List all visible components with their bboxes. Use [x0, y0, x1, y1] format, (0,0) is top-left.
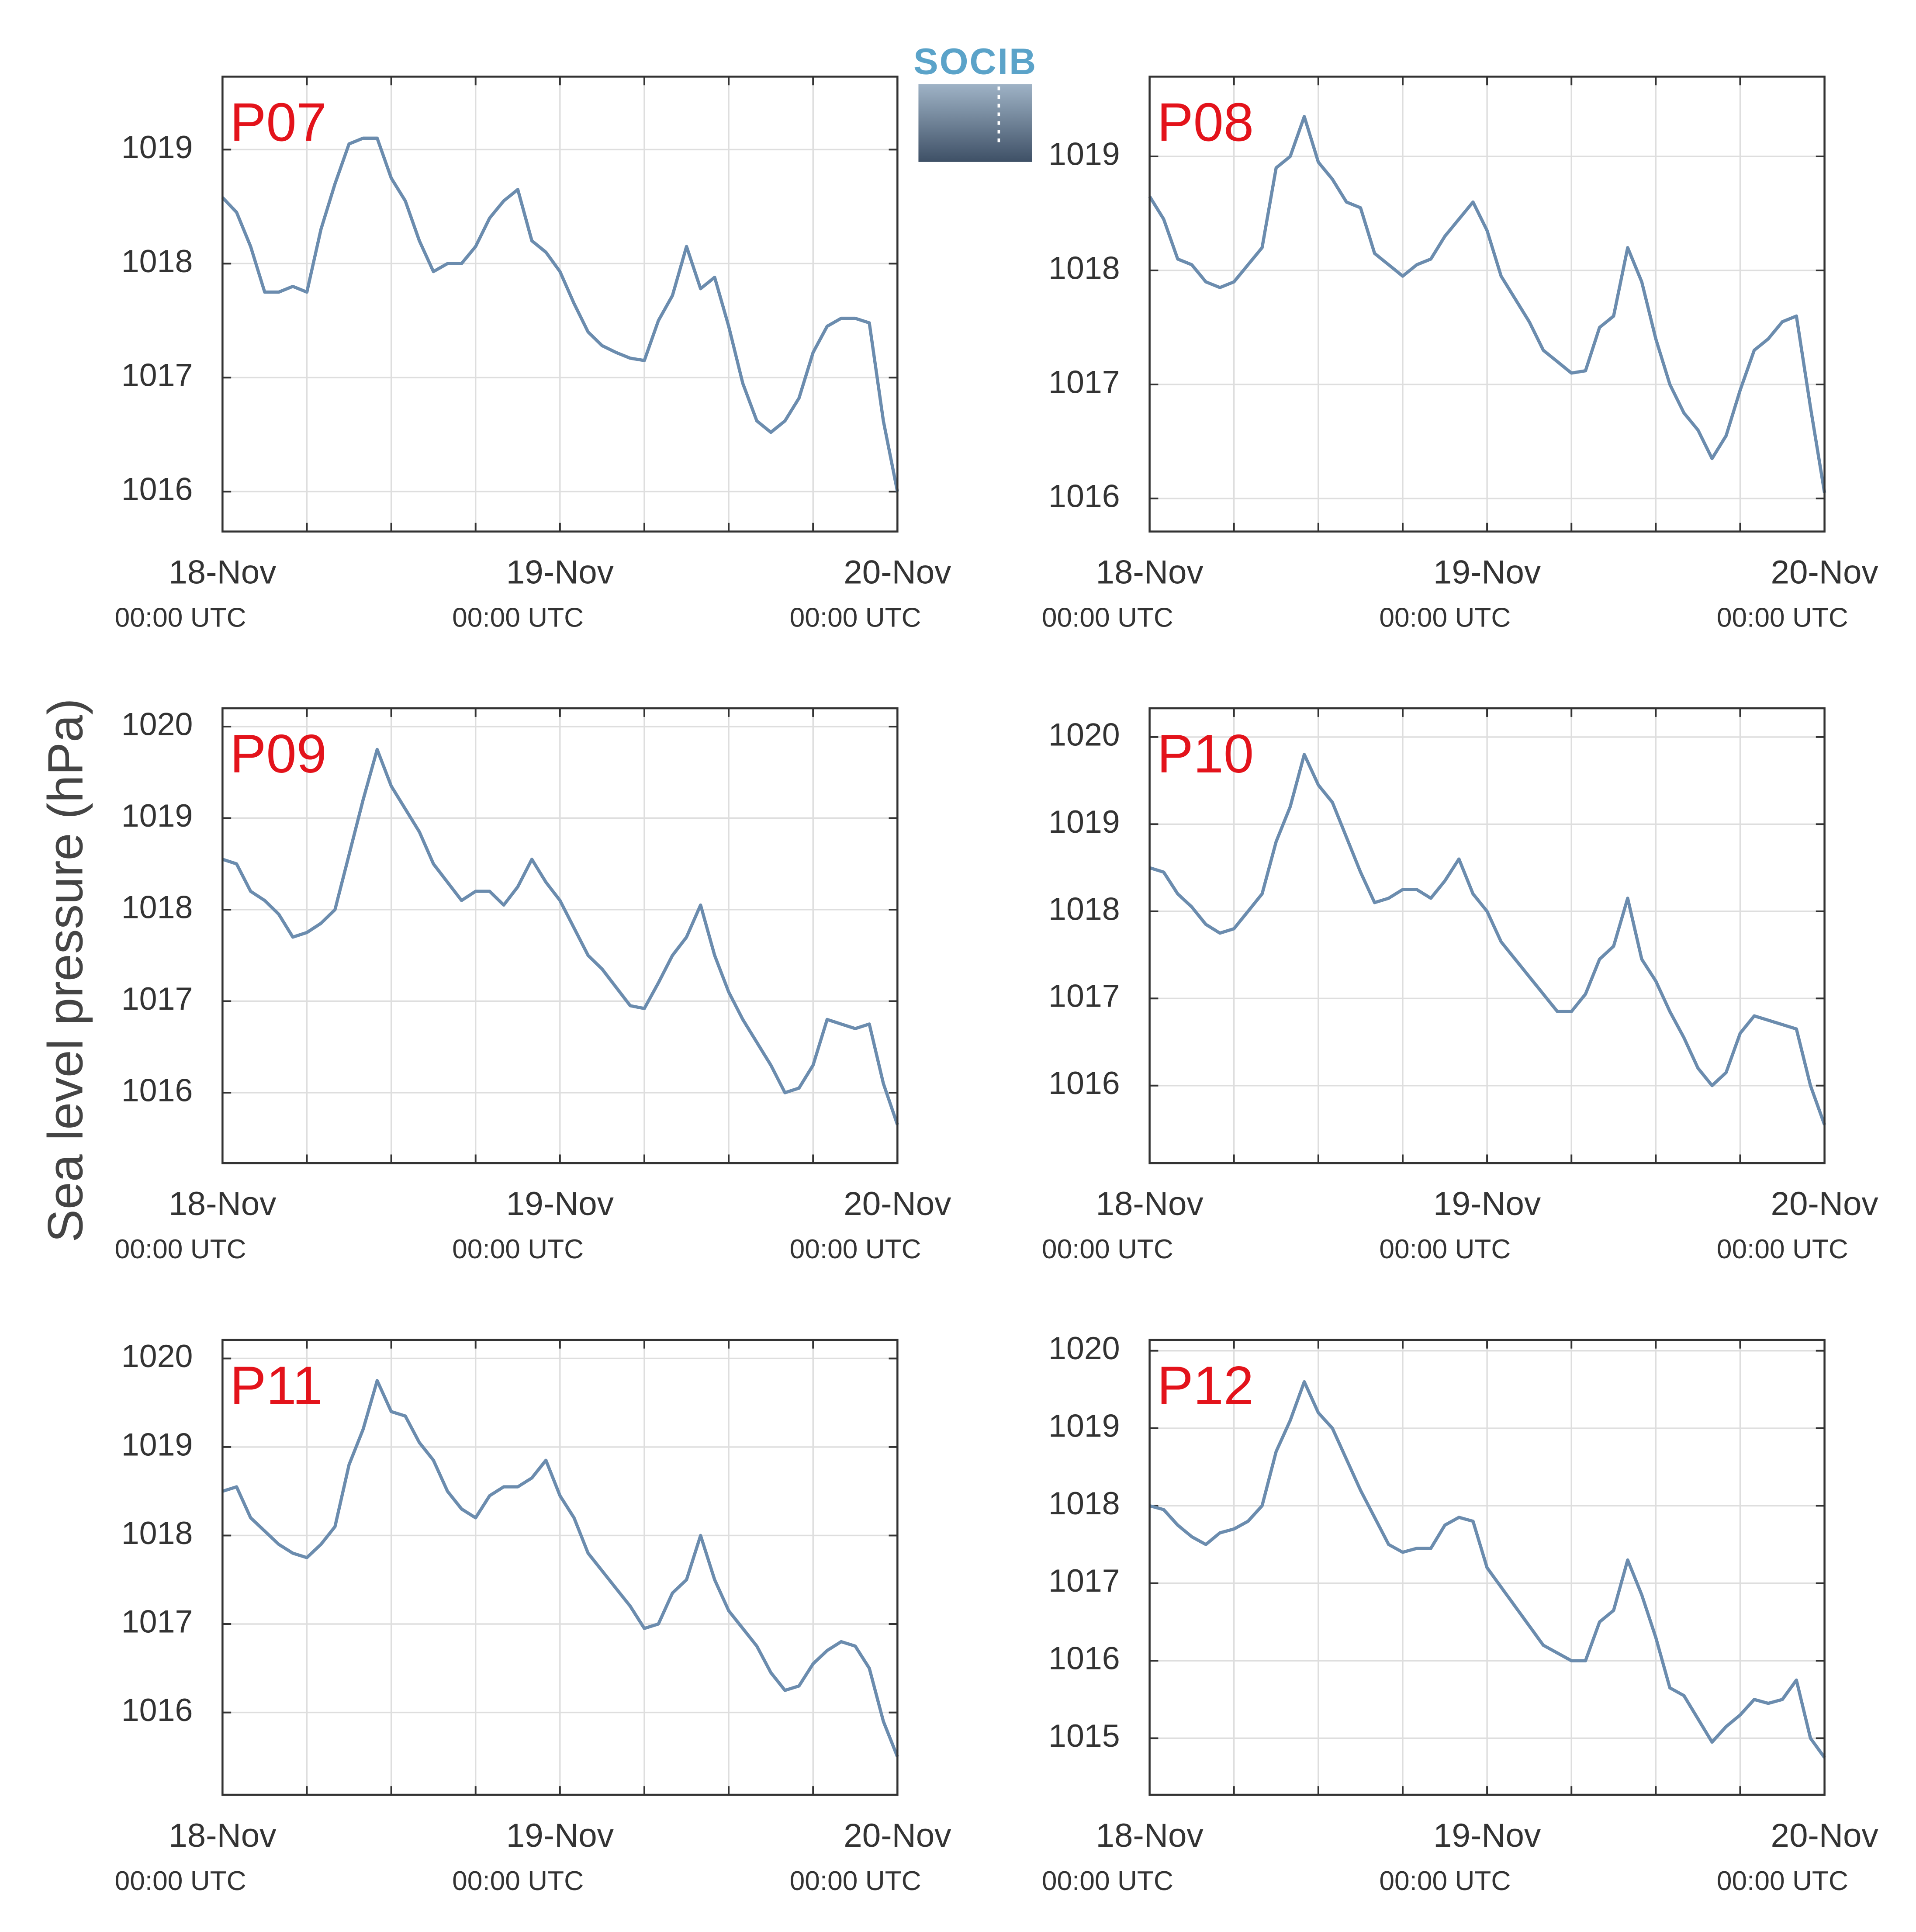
- y-tick-label: 1016: [1048, 478, 1120, 514]
- y-tick-label: 1016: [1048, 1065, 1120, 1101]
- series-line: [1149, 1380, 1826, 1759]
- x-tick-label: 19-Nov: [1433, 1185, 1541, 1222]
- panel-title: P09: [230, 724, 327, 784]
- y-tick-label: 1020: [1048, 716, 1120, 752]
- y-tick-label: 1019: [121, 129, 193, 165]
- y-tick-label: 1020: [1048, 1330, 1120, 1366]
- y-tick-label: 1020: [121, 706, 193, 742]
- x-tick-label: 20-Nov: [1771, 1185, 1878, 1222]
- x-tick-label: 20-Nov: [844, 554, 951, 591]
- x-tick-sublabel: 00:00 UTC: [115, 1234, 246, 1264]
- y-tick-label: 1016: [121, 1692, 193, 1728]
- y-tick-label: 1017: [1048, 978, 1120, 1014]
- y-tick-label: 1018: [1048, 890, 1120, 927]
- y-tick-label: 1019: [1048, 803, 1120, 840]
- x-tick-label: 19-Nov: [506, 1185, 614, 1222]
- x-tick-label: 20-Nov: [1771, 554, 1878, 591]
- plot-frame: [1148, 76, 1826, 533]
- series-line: [222, 1379, 899, 1758]
- x-tick-sublabel: 00:00 UTC: [1717, 1866, 1848, 1896]
- x-tick-sublabel: 00:00 UTC: [790, 602, 921, 633]
- x-tick-sublabel: 00:00 UTC: [1379, 602, 1511, 633]
- x-tick-label: 19-Nov: [1433, 554, 1541, 591]
- y-tick-label: 1020: [121, 1338, 193, 1374]
- x-tick-label: 18-Nov: [1096, 554, 1203, 591]
- x-tick-sublabel: 00:00 UTC: [1042, 1234, 1173, 1264]
- x-tick-sublabel: 00:00 UTC: [1717, 1234, 1848, 1264]
- y-tick-label: 1019: [121, 1426, 193, 1462]
- series-line: [1149, 753, 1826, 1125]
- panel-title: P12: [1157, 1355, 1254, 1416]
- x-tick-sublabel: 00:00 UTC: [1379, 1234, 1511, 1264]
- y-tick-label: 1017: [1048, 1562, 1120, 1599]
- x-tick-label: 18-Nov: [169, 554, 276, 591]
- x-tick-label: 18-Nov: [169, 1185, 276, 1222]
- x-tick-label: 18-Nov: [1096, 1817, 1203, 1854]
- x-tick-label: 20-Nov: [844, 1185, 951, 1222]
- panel-title: P10: [1157, 724, 1254, 784]
- plot-frame: [221, 76, 899, 533]
- y-tick-label: 1018: [1048, 1485, 1120, 1521]
- panel-title: P11: [230, 1355, 322, 1416]
- x-tick-label: 19-Nov: [506, 554, 614, 591]
- x-tick-label: 18-Nov: [169, 1817, 276, 1854]
- x-tick-label: 20-Nov: [1771, 1817, 1878, 1854]
- y-tick-label: 1015: [1048, 1717, 1120, 1754]
- y-tick-label: 1018: [121, 243, 193, 279]
- x-tick-sublabel: 00:00 UTC: [452, 602, 584, 633]
- y-tick-label: 1017: [121, 357, 193, 393]
- y-tick-label: 1019: [1048, 1407, 1120, 1444]
- x-tick-sublabel: 00:00 UTC: [452, 1866, 584, 1896]
- y-tick-label: 1018: [121, 1515, 193, 1551]
- series-line: [221, 136, 899, 492]
- x-tick-sublabel: 00:00 UTC: [790, 1234, 921, 1264]
- x-tick-label: 19-Nov: [1433, 1817, 1541, 1854]
- y-tick-label: 1017: [121, 1603, 193, 1639]
- y-tick-label: 1019: [121, 797, 193, 834]
- logo-box: [918, 84, 1032, 162]
- x-tick-sublabel: 00:00 UTC: [1042, 602, 1173, 633]
- y-tick-label: 1019: [1048, 136, 1120, 172]
- x-tick-sublabel: 00:00 UTC: [790, 1866, 921, 1896]
- y-tick-label: 1018: [121, 889, 193, 925]
- x-tick-label: 19-Nov: [506, 1817, 614, 1854]
- x-tick-label: 18-Nov: [1096, 1185, 1203, 1222]
- x-tick-sublabel: 00:00 UTC: [452, 1234, 584, 1264]
- y-axis-label: Sea level pressure (hPa): [38, 698, 93, 1242]
- x-tick-label: 20-Nov: [844, 1817, 951, 1854]
- plot-frame: [221, 707, 899, 1164]
- plot-frame: [1148, 707, 1826, 1164]
- series-line: [222, 748, 899, 1125]
- y-tick-label: 1017: [121, 980, 193, 1017]
- plot-frame: [221, 1339, 899, 1796]
- x-tick-sublabel: 00:00 UTC: [1717, 602, 1848, 633]
- y-tick-label: 1016: [121, 1072, 193, 1108]
- x-tick-sublabel: 00:00 UTC: [115, 1866, 246, 1896]
- panel-title: P07: [230, 92, 327, 153]
- plot-frame: [1148, 1339, 1826, 1796]
- y-tick-label: 1016: [1048, 1640, 1120, 1676]
- series-line: [1148, 115, 1826, 493]
- x-tick-sublabel: 00:00 UTC: [1379, 1866, 1511, 1896]
- panel-title: P08: [1157, 92, 1254, 153]
- y-tick-label: 1018: [1048, 249, 1120, 286]
- x-tick-sublabel: 00:00 UTC: [115, 602, 246, 633]
- y-tick-label: 1016: [121, 471, 193, 507]
- y-tick-label: 1017: [1048, 364, 1120, 400]
- logo-text: SOCIB: [913, 41, 1037, 82]
- x-tick-sublabel: 00:00 UTC: [1042, 1866, 1173, 1896]
